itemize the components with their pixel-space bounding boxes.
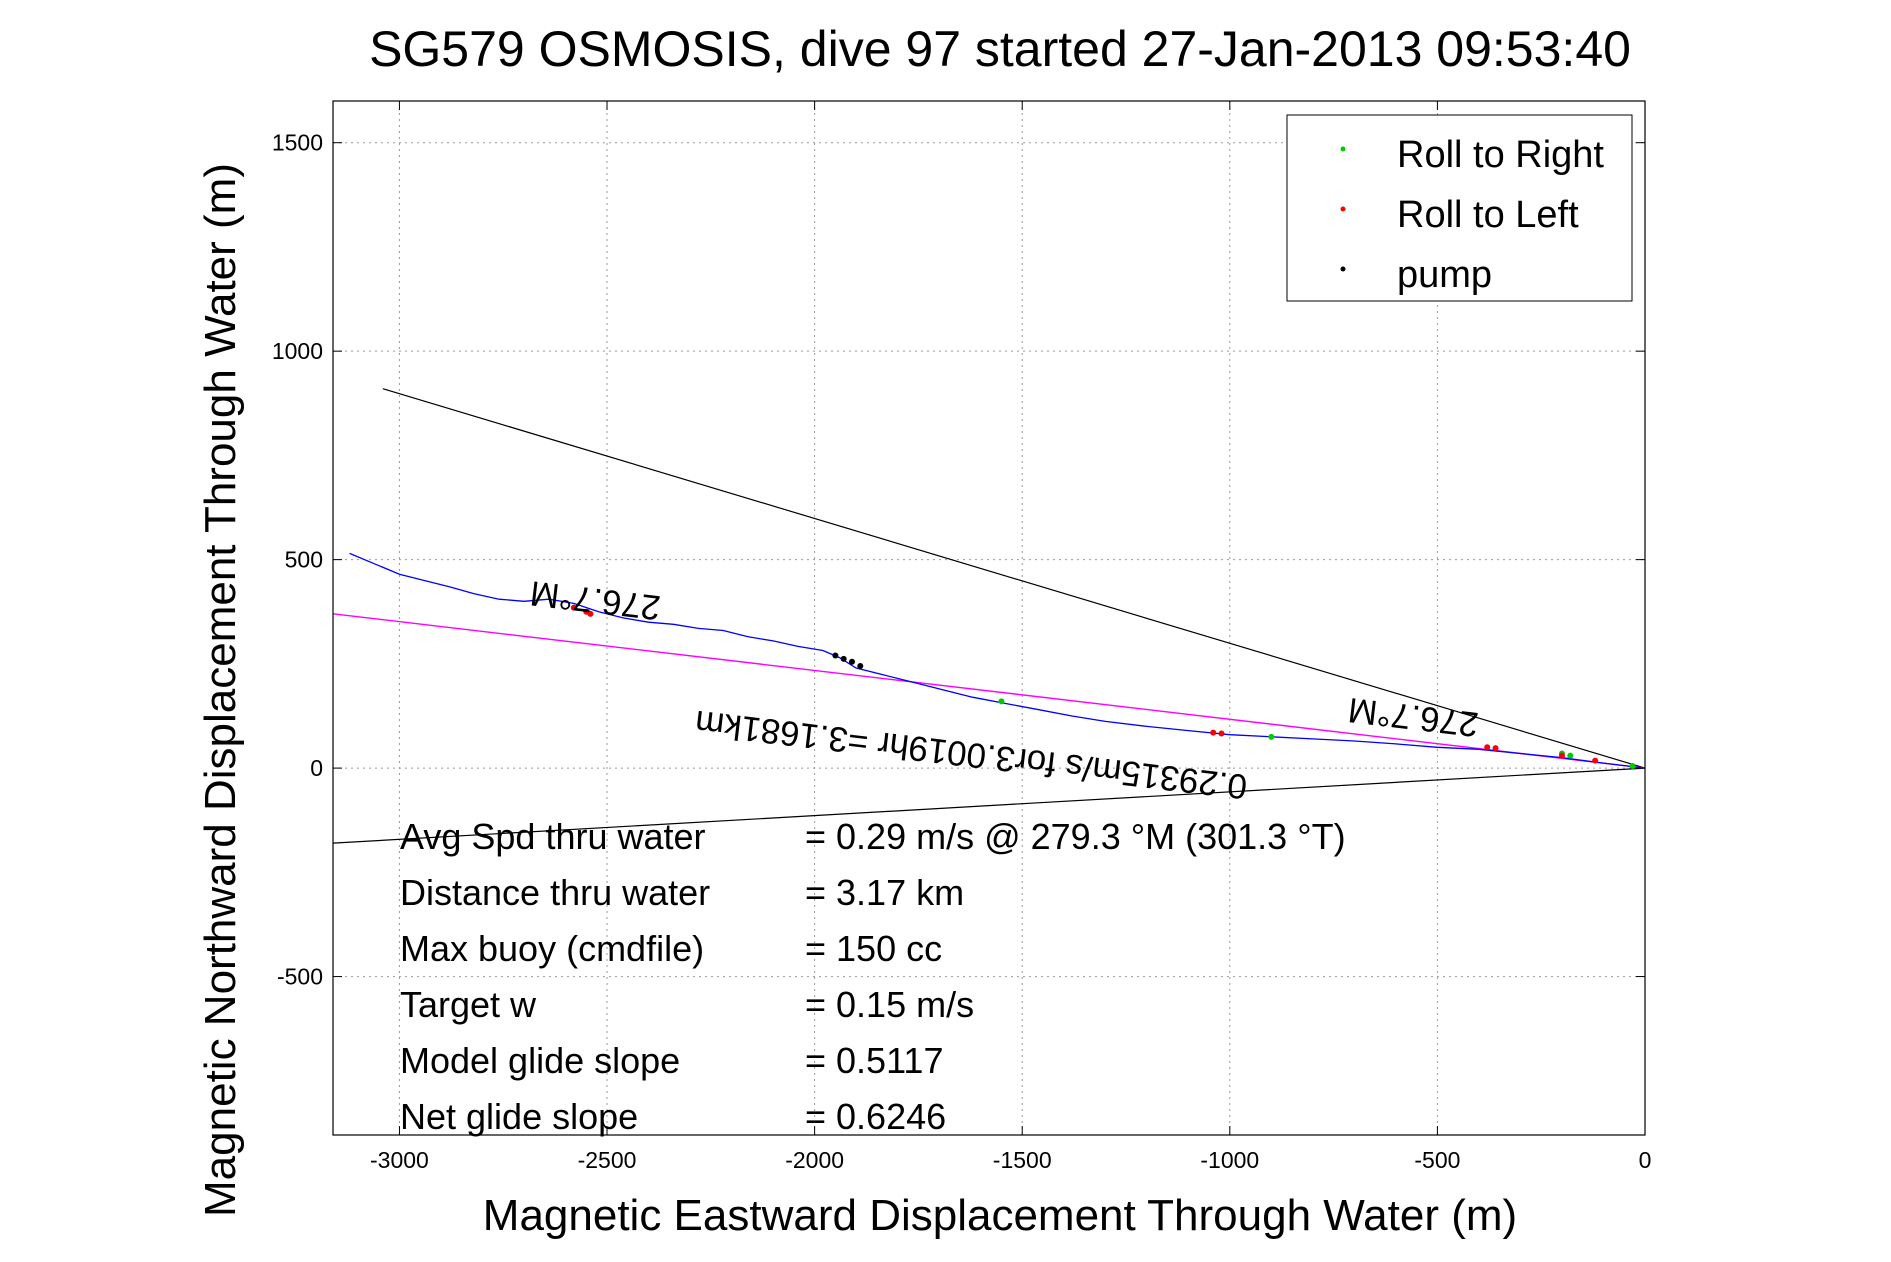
y-axis-label: Magnetic Northward Displacement Through …: [196, 163, 245, 1217]
x-tick-label: -1000: [1200, 1147, 1259, 1173]
marker-point: [1567, 752, 1574, 759]
x-tick-label: -3000: [370, 1147, 429, 1173]
y-tick-label: 1500: [272, 130, 323, 156]
y-tick-label: 500: [285, 547, 323, 573]
marker-point: [1629, 763, 1636, 770]
stat-value: = 0.5117: [805, 1040, 943, 1081]
stat-value: = 3.17 km: [805, 872, 964, 913]
marker-point: [840, 655, 847, 662]
legend-label: Roll to Right: [1397, 134, 1604, 176]
marker-point: [587, 610, 594, 617]
axes-frame: [332, 100, 1646, 1136]
stat-value: = 0.15 m/s: [805, 984, 974, 1025]
stat-value: = 0.29 m/s @ 279.3 °M (301.3 °T): [805, 816, 1346, 857]
x-tick-label: -2000: [785, 1147, 844, 1173]
marker-point: [1210, 729, 1217, 736]
stat-label: Net glide slope: [400, 1096, 638, 1137]
x-tick-label: -500: [1414, 1147, 1460, 1173]
stat-label: Distance thru water: [400, 872, 710, 913]
y-tick-label: -500: [277, 964, 323, 990]
marker-point: [1218, 730, 1225, 737]
marker-point: [1592, 757, 1599, 764]
marker-point: [1268, 733, 1275, 740]
chart-title: SG579 OSMOSIS, dive 97 started 27-Jan-20…: [369, 21, 1631, 77]
legend-marker: [1340, 206, 1346, 212]
x-tick-label: 0: [1639, 1147, 1652, 1173]
y-tick-label: 1000: [272, 338, 323, 364]
marker-point: [1492, 745, 1499, 752]
stat-value: = 150 cc: [805, 928, 942, 969]
marker-point: [1484, 744, 1491, 751]
envelope-line: [333, 767, 1645, 844]
track-line: [349, 552, 1645, 769]
stat-label: Model glide slope: [400, 1040, 680, 1081]
marker-point: [998, 698, 1005, 705]
envelope-line: [382, 388, 1645, 769]
y-tick-label: 0: [310, 755, 323, 781]
legend-label: pump: [1397, 254, 1492, 296]
legend-marker: [1340, 266, 1346, 272]
stat-label: Max buoy (cmdfile): [400, 928, 704, 969]
stat-value: = 0.6246: [805, 1096, 946, 1137]
x-axis-label: Magnetic Eastward Displacement Through W…: [483, 1191, 1517, 1240]
legend: Roll to Right Roll to Left pump: [1286, 114, 1633, 302]
stat-label: Target w: [400, 984, 537, 1025]
marker-point: [570, 604, 577, 611]
marker-point: [1558, 752, 1565, 759]
marker-point: [848, 658, 855, 665]
x-tick-label: -1500: [993, 1147, 1052, 1173]
legend-label: Roll to Left: [1397, 194, 1579, 236]
stat-label: Avg Spd thru water: [400, 816, 706, 857]
marker-point: [832, 652, 839, 659]
heading-line: [333, 613, 1645, 769]
x-tick-label: -2500: [578, 1147, 637, 1173]
legend-marker: [1340, 146, 1346, 152]
marker-point: [857, 662, 864, 669]
